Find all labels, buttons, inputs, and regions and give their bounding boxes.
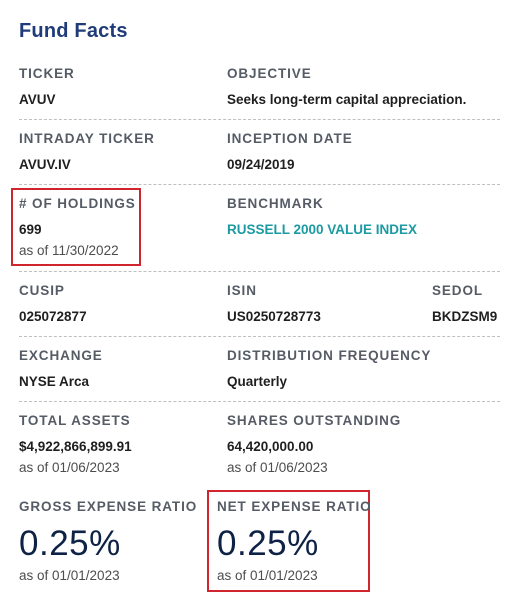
gross-expense-ratio-as-of: as of 01/01/2023 bbox=[19, 568, 120, 583]
benchmark-label: BENCHMARK bbox=[227, 196, 324, 211]
cusip-value: 025072877 bbox=[19, 309, 87, 324]
objective-label: OBJECTIVE bbox=[227, 66, 312, 81]
cusip-label: CUSIP bbox=[19, 283, 65, 298]
exchange-label: EXCHANGE bbox=[19, 348, 103, 363]
distribution-frequency-label: DISTRIBUTION FREQUENCY bbox=[227, 348, 432, 363]
page-title: Fund Facts bbox=[19, 20, 128, 42]
gross-expense-ratio-label: GROSS EXPENSE RATIO bbox=[19, 499, 198, 514]
intraday-ticker-label: INTRADAY TICKER bbox=[19, 131, 155, 146]
gross-expense-ratio-value: 0.25% bbox=[19, 524, 121, 563]
intraday-ticker-value: AVUV.IV bbox=[19, 157, 71, 172]
sedol-label: SEDOL bbox=[432, 283, 484, 298]
net-expense-ratio-as-of: as of 01/01/2023 bbox=[217, 568, 318, 583]
ticker-label: TICKER bbox=[19, 66, 75, 81]
total-assets-label: TOTAL ASSETS bbox=[19, 413, 131, 428]
divider bbox=[19, 119, 500, 120]
objective-value: Seeks long-term capital appreciation. bbox=[227, 92, 467, 107]
shares-outstanding-as-of: as of 01/06/2023 bbox=[227, 460, 328, 475]
divider bbox=[19, 336, 500, 337]
net-expense-highlight-box bbox=[207, 490, 370, 592]
shares-outstanding-label: SHARES OUTSTANDING bbox=[227, 413, 402, 428]
net-expense-ratio-value: 0.25% bbox=[217, 524, 319, 563]
holdings-highlight-box bbox=[11, 188, 141, 266]
shares-outstanding-value: 64,420,000.00 bbox=[227, 439, 314, 454]
total-assets-as-of: as of 01/06/2023 bbox=[19, 460, 120, 475]
sedol-value: BKDZSM9 bbox=[432, 309, 498, 324]
exchange-value: NYSE Arca bbox=[19, 374, 90, 389]
holdings-value: 699 bbox=[19, 222, 42, 237]
isin-label: ISIN bbox=[227, 283, 257, 298]
inception-date-value: 09/24/2019 bbox=[227, 157, 295, 172]
total-assets-value: $4,922,866,899.91 bbox=[19, 439, 132, 454]
isin-value: US0250728773 bbox=[227, 309, 321, 324]
inception-date-label: INCEPTION DATE bbox=[227, 131, 353, 146]
net-expense-ratio-label: NET EXPENSE RATIO bbox=[217, 499, 372, 514]
holdings-as-of: as of 11/30/2022 bbox=[19, 243, 119, 258]
divider bbox=[19, 401, 500, 402]
benchmark-link[interactable]: RUSSELL 2000 VALUE INDEX bbox=[227, 222, 418, 237]
divider bbox=[19, 184, 500, 185]
distribution-frequency-value: Quarterly bbox=[227, 374, 288, 389]
holdings-label: # OF HOLDINGS bbox=[19, 196, 136, 211]
ticker-value: AVUV bbox=[19, 92, 56, 107]
divider bbox=[19, 271, 500, 272]
